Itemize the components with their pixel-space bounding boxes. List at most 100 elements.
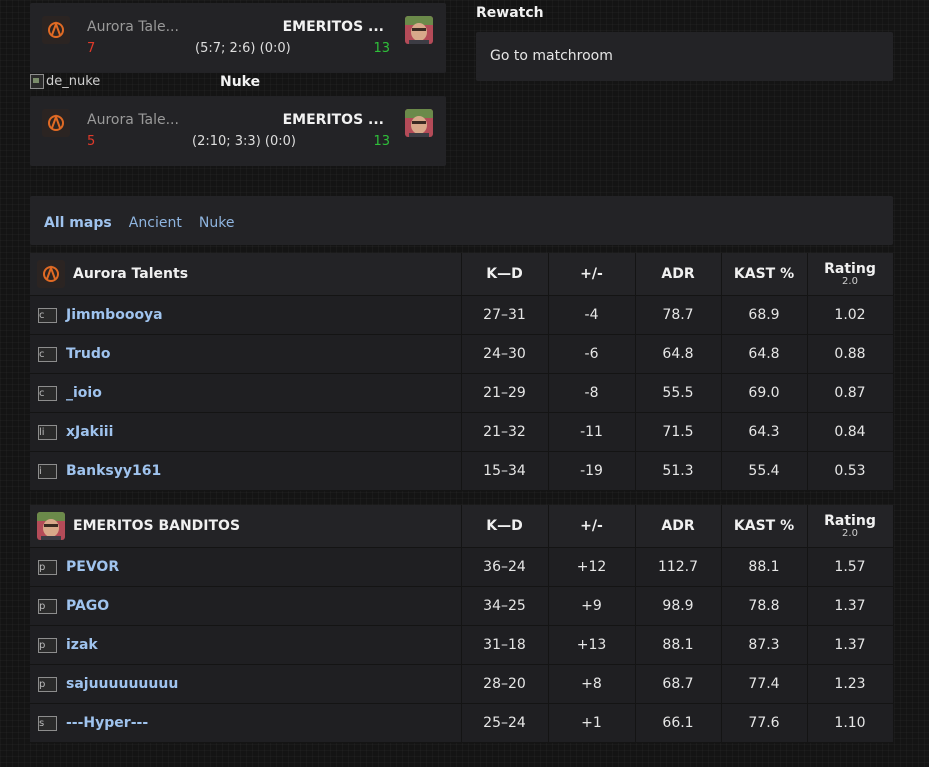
team2-name: EMERITOS ... xyxy=(282,112,384,128)
cell-plus-minus: +12 xyxy=(548,547,636,587)
table-row: p izak 31–18 +13 88.1 87.3 1.37 xyxy=(30,625,894,665)
player-link[interactable]: Trudo xyxy=(66,346,111,362)
half-scores: (5:7; 2:6) (0:0) xyxy=(195,41,291,56)
cell-adr: 88.1 xyxy=(635,625,722,665)
go-to-matchroom-button[interactable]: Go to matchroom xyxy=(476,32,893,81)
player-cell: c Trudo xyxy=(30,334,462,374)
player-link[interactable]: _ioio xyxy=(66,385,102,401)
cell-rating: 1.37 xyxy=(807,625,894,665)
player-link[interactable]: PAGO xyxy=(66,598,110,614)
cell-adr: 112.7 xyxy=(635,547,722,587)
team2-name: EMERITOS ... xyxy=(282,19,384,35)
player-photo: s xyxy=(38,715,57,731)
cell-rating: 1.02 xyxy=(807,295,894,335)
player-photo: p xyxy=(38,598,57,614)
cell-kd: 36–24 xyxy=(461,547,549,587)
cell-kast: 64.8 xyxy=(721,334,808,374)
emeritos-banditos-logo xyxy=(37,512,65,540)
emeritos-avatar-icon xyxy=(405,109,433,137)
match-score-card-1[interactable]: Aurora Tale... EMERITOS ... 7 (5:7; 2:6)… xyxy=(30,3,446,73)
table-row: c _ioio 21–29 -8 55.5 69.0 0.87 xyxy=(30,373,894,413)
team1-name: Aurora Tale... xyxy=(87,19,179,35)
player-link[interactable]: izak xyxy=(66,637,98,653)
col-kd: K—D xyxy=(461,505,549,548)
cell-kd: 27–31 xyxy=(461,295,549,335)
cell-kast: 87.3 xyxy=(721,625,808,665)
cell-kast: 69.0 xyxy=(721,373,808,413)
player-link[interactable]: sajuuuuuuuuu xyxy=(66,676,179,692)
player-photo: c xyxy=(38,346,57,362)
cell-kd: 21–32 xyxy=(461,412,549,452)
col-plus-minus: +/- xyxy=(548,253,636,296)
cell-plus-minus: +1 xyxy=(548,703,636,743)
matchroom-label: Go to matchroom xyxy=(490,48,613,64)
table-header-row: Aurora Talents K—D +/- ADR KAST % Rating… xyxy=(30,253,894,296)
player-photo: c xyxy=(38,385,57,401)
rating-label: Rating xyxy=(824,260,876,277)
rating-version: 2.0 xyxy=(842,527,858,539)
cell-kast: 77.4 xyxy=(721,664,808,704)
cell-plus-minus: +8 xyxy=(548,664,636,704)
player-link[interactable]: Banksyy161 xyxy=(66,463,162,479)
player-link[interactable]: ---Hyper--- xyxy=(66,715,149,731)
player-photo: p xyxy=(38,676,57,692)
stats-table-aurora: Aurora Talents K—D +/- ADR KAST % Rating… xyxy=(30,253,894,491)
half-scores: (2:10; 3:3) (0:0) xyxy=(192,134,296,149)
player-cell: p PEVOR xyxy=(30,547,462,587)
table-row: p PAGO 34–25 +9 98.9 78.8 1.37 xyxy=(30,586,894,626)
cell-kd: 21–29 xyxy=(461,373,549,413)
player-cell: p izak xyxy=(30,625,462,665)
col-rating: Rating 2.0 xyxy=(807,253,894,296)
broken-image-icon xyxy=(30,74,44,89)
player-link[interactable]: xJakiii xyxy=(66,424,114,440)
col-kast: KAST % xyxy=(721,505,808,548)
cell-plus-minus: -6 xyxy=(548,334,636,374)
col-adr: ADR xyxy=(635,505,722,548)
cell-kast: 88.1 xyxy=(721,547,808,587)
cell-adr: 71.5 xyxy=(635,412,722,452)
player-cell: li xJakiii xyxy=(30,412,462,452)
team-name: Aurora Talents xyxy=(73,266,189,282)
cell-kd: 31–18 xyxy=(461,625,549,665)
cell-adr: 51.3 xyxy=(635,451,722,491)
player-link[interactable]: Jimmboooya xyxy=(66,307,163,323)
team1-score: 7 xyxy=(87,41,96,56)
map-image-alt: de_nuke xyxy=(46,74,101,89)
cell-adr: 68.7 xyxy=(635,664,722,704)
cell-kd: 28–20 xyxy=(461,664,549,704)
cell-adr: 66.1 xyxy=(635,703,722,743)
table-row: i Banksyy161 15–34 -19 51.3 55.4 0.53 xyxy=(30,451,894,491)
tab-ancient[interactable]: Ancient xyxy=(128,215,182,231)
table-row: p sajuuuuuuuuu 28–20 +8 68.7 77.4 1.23 xyxy=(30,664,894,704)
cell-adr: 55.5 xyxy=(635,373,722,413)
col-rating: Rating 2.0 xyxy=(807,505,894,548)
player-photo: p xyxy=(38,559,57,575)
cell-kd: 34–25 xyxy=(461,586,549,626)
player-cell: c _ioio xyxy=(30,373,462,413)
map-tabs-bar: All maps Ancient Nuke xyxy=(30,196,893,245)
team2-score: 13 xyxy=(373,134,390,149)
cell-rating: 1.23 xyxy=(807,664,894,704)
aurora-logo-icon xyxy=(48,114,64,131)
emeritos-banditos-logo xyxy=(405,16,433,44)
table-row: li xJakiii 21–32 -11 71.5 64.3 0.84 xyxy=(30,412,894,452)
cell-kast: 68.9 xyxy=(721,295,808,335)
aurora-talents-logo xyxy=(42,16,70,44)
aurora-logo-icon xyxy=(48,21,64,38)
rating-label: Rating xyxy=(824,512,876,529)
table-row: c Trudo 24–30 -6 64.8 64.8 0.88 xyxy=(30,334,894,374)
aurora-logo-icon xyxy=(43,265,59,282)
tab-nuke[interactable]: Nuke xyxy=(198,215,235,231)
match-score-card-2[interactable]: Aurora Tale... EMERITOS ... 5 (2:10; 3:3… xyxy=(30,96,446,166)
cell-adr: 98.9 xyxy=(635,586,722,626)
cell-rating: 0.87 xyxy=(807,373,894,413)
cell-rating: 0.88 xyxy=(807,334,894,374)
cell-kast: 77.6 xyxy=(721,703,808,743)
tab-all-maps[interactable]: All maps xyxy=(44,215,112,231)
player-link[interactable]: PEVOR xyxy=(66,559,120,575)
emeritos-avatar-icon xyxy=(405,16,433,44)
cell-kd: 25–24 xyxy=(461,703,549,743)
table-row: p PEVOR 36–24 +12 112.7 88.1 1.57 xyxy=(30,547,894,587)
cell-rating: 1.57 xyxy=(807,547,894,587)
col-kd: K—D xyxy=(461,253,549,296)
